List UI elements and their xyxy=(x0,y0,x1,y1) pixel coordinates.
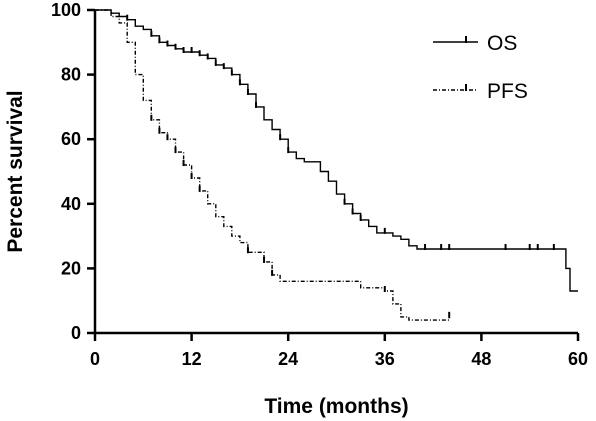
legend-label-os: OS xyxy=(487,32,517,55)
axes: 0 12 24 36 48 60 0 20 40 60 80 100 xyxy=(51,0,588,369)
y-tick-label: 40 xyxy=(61,194,81,214)
series-pfs xyxy=(95,9,451,321)
legend: OS PFS xyxy=(433,32,528,103)
y-tick-label: 100 xyxy=(51,0,81,20)
x-tick-label: 12 xyxy=(182,349,202,369)
series-os xyxy=(95,9,578,292)
x-tick-label: 24 xyxy=(278,349,298,369)
y-tick-label: 80 xyxy=(61,65,81,85)
y-tick-label: 0 xyxy=(71,323,81,343)
y-tick-label: 20 xyxy=(61,258,81,278)
y-axis-title: Percent survival xyxy=(4,90,27,252)
x-tick-label: 36 xyxy=(375,349,395,369)
y-tick-label: 60 xyxy=(61,129,81,149)
series-layer xyxy=(95,9,578,321)
x-tick-label: 0 xyxy=(90,349,100,369)
legend-label-pfs: PFS xyxy=(487,80,528,103)
series-line-os xyxy=(95,9,578,292)
x-tick-label: 60 xyxy=(568,349,588,369)
x-axis-title: Time (months) xyxy=(264,395,408,418)
x-tick-label: 48 xyxy=(471,349,491,369)
